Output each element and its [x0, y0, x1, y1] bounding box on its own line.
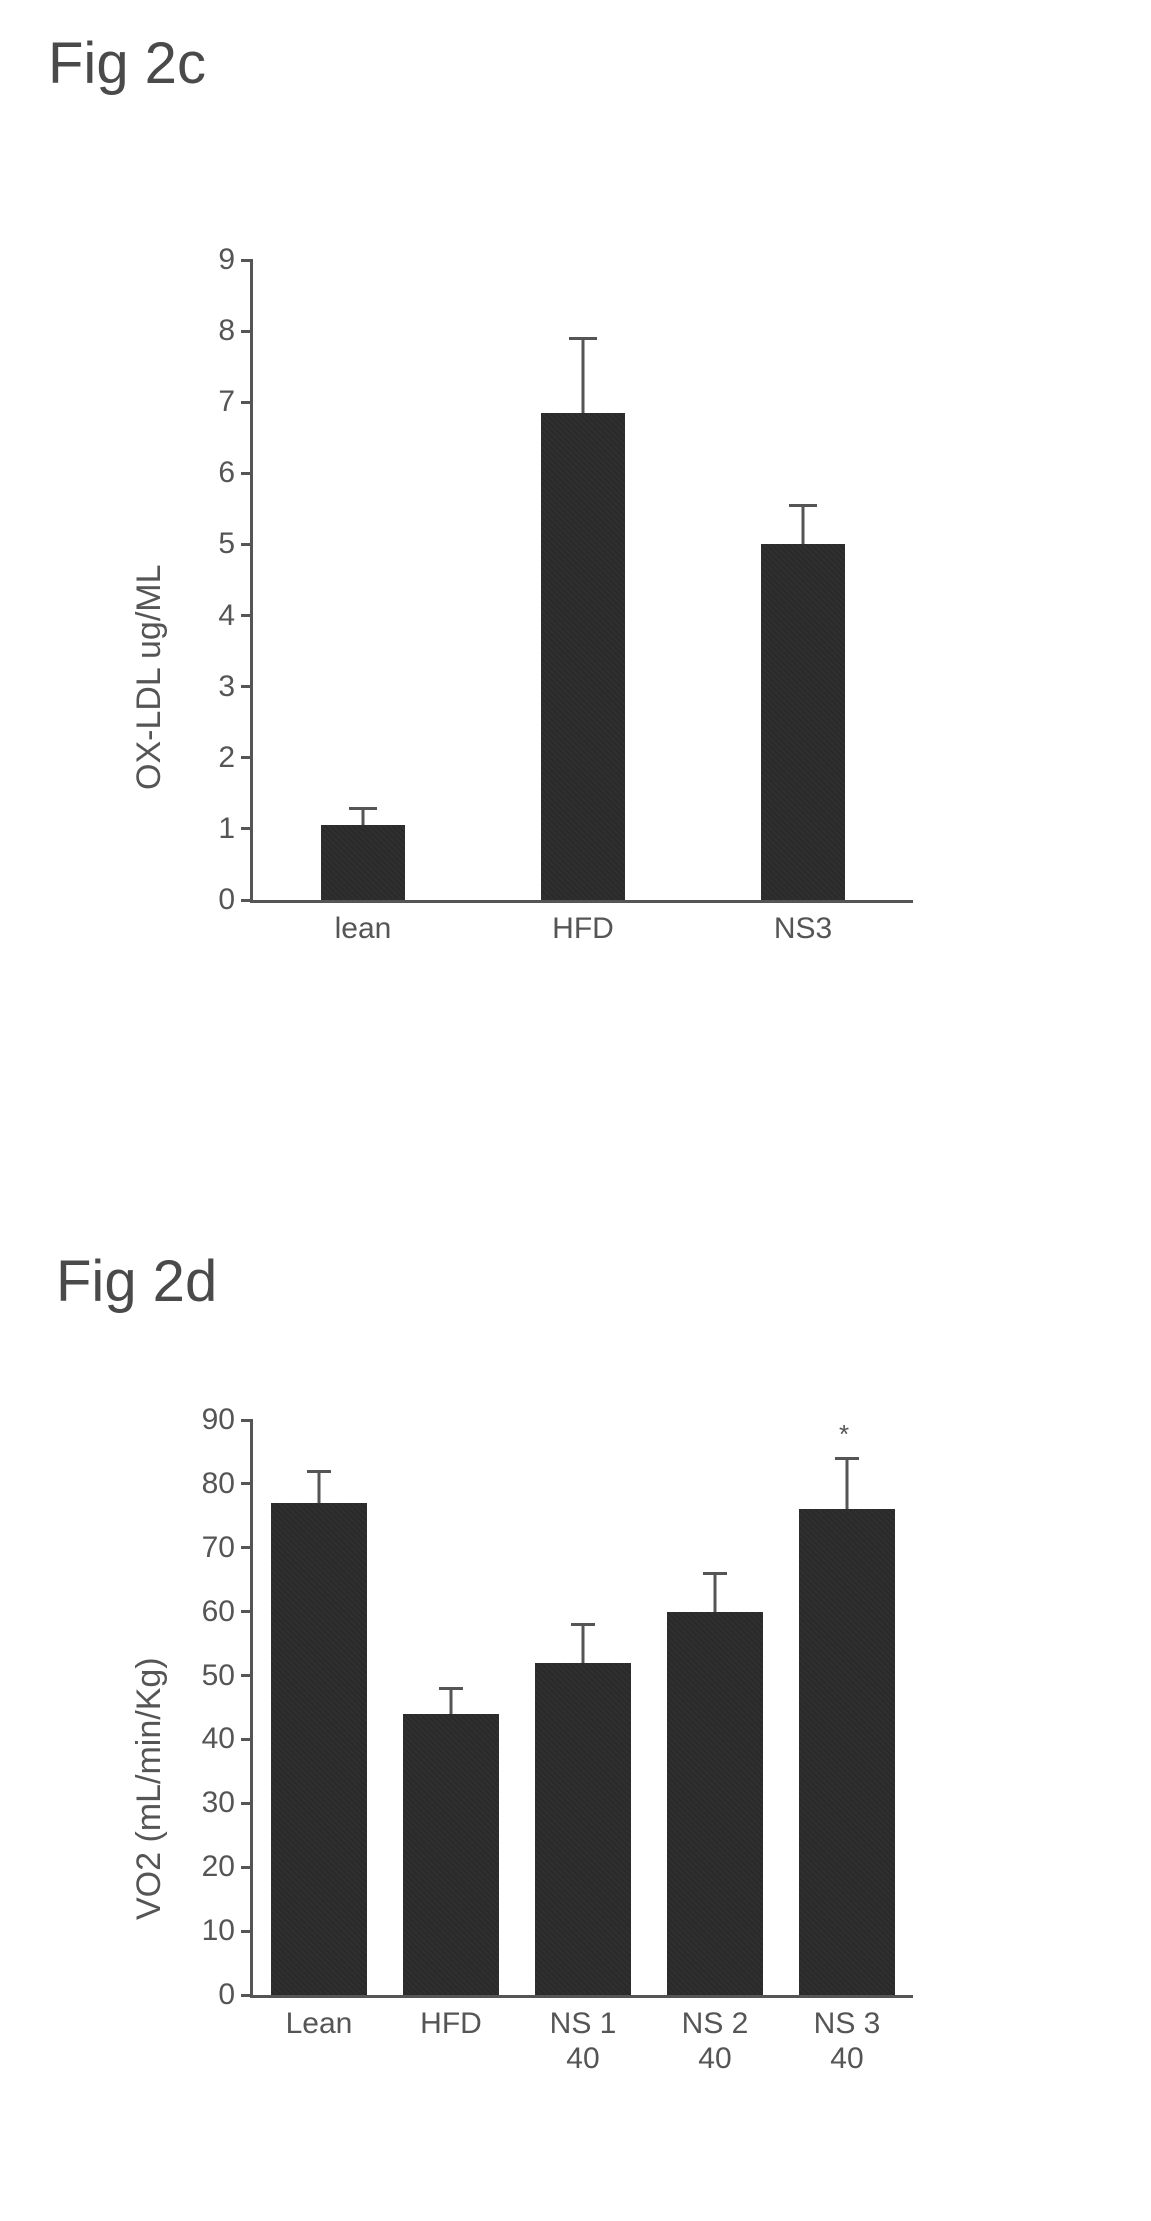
chart-2d: 0102030405060708090LeanHFDNS 140NS 240NS… — [250, 1420, 910, 1995]
x-tick-label-2d: NS 140 — [550, 1995, 617, 2076]
x-tick-label-2d: NS 340 — [814, 1995, 881, 2076]
error-cap-2c — [569, 337, 597, 340]
y-tick-label-2d: 30 — [202, 1786, 253, 1820]
y-axis-label-2d: VO2 (mL/min/Kg) — [130, 1657, 169, 1920]
error-bar-2d — [714, 1573, 717, 1611]
y-tick-label-2c: 9 — [218, 243, 253, 277]
y-tick-label-2d: 80 — [202, 1467, 253, 1501]
figure-label-2c: Fig 2c — [48, 30, 206, 97]
y-axis-label-2c: OX-LDL ug/ML — [130, 565, 169, 791]
bar-2d — [799, 1509, 894, 1995]
error-cap-2d — [439, 1687, 463, 1690]
y-tick-label-2c: 0 — [218, 883, 253, 917]
chart-2c: 0123456789leanHFDNS3 OX-LDL ug/ML — [250, 260, 910, 900]
page: Fig 2c 0123456789leanHFDNS3 OX-LDL ug/ML… — [0, 0, 1151, 2221]
y-tick-label-2d: 70 — [202, 1531, 253, 1565]
error-bar-2c — [802, 505, 805, 544]
y-tick-label-2c: 1 — [218, 812, 253, 846]
error-cap-2d — [703, 1572, 727, 1575]
error-bar-2d — [582, 1624, 585, 1662]
x-tick-label-2c: NS3 — [774, 900, 832, 946]
annotation-2d: * — [839, 1419, 849, 1450]
error-bar-2d — [318, 1471, 321, 1503]
y-tick-label-2c: 2 — [218, 741, 253, 775]
plot-area-2d: 0102030405060708090LeanHFDNS 140NS 240NS… — [250, 1420, 913, 1998]
error-cap-2d — [571, 1623, 595, 1626]
y-tick-label-2d: 40 — [202, 1722, 253, 1756]
bar-2d — [535, 1663, 630, 1995]
y-tick-label-2c: 6 — [218, 456, 253, 490]
x-tick-label-2d: Lean — [286, 1995, 353, 2041]
x-tick-label-2d: NS 240 — [682, 1995, 749, 2076]
error-cap-2c — [349, 807, 377, 810]
error-bar-2c — [582, 338, 585, 413]
bar-2c — [541, 413, 625, 900]
y-tick-label-2d: 0 — [218, 1978, 253, 2012]
y-tick-label-2d: 90 — [202, 1403, 253, 1437]
x-tick-label-2c: lean — [335, 900, 392, 946]
error-bar-2d — [846, 1458, 849, 1509]
y-tick-label-2c: 8 — [218, 314, 253, 348]
bar-2d — [403, 1714, 498, 1995]
error-bar-2d — [450, 1688, 453, 1714]
x-tick-label-2d: HFD — [420, 1995, 482, 2041]
bar-2d — [271, 1503, 366, 1995]
y-tick-label-2d: 10 — [202, 1914, 253, 1948]
figure-label-2d: Fig 2d — [56, 1248, 217, 1315]
bar-2d — [667, 1612, 762, 1995]
y-tick-label-2c: 4 — [218, 599, 253, 633]
y-tick-label-2d: 50 — [202, 1659, 253, 1693]
error-cap-2c — [789, 504, 817, 507]
y-tick-label-2c: 5 — [218, 527, 253, 561]
y-tick-label-2c: 7 — [218, 385, 253, 419]
y-tick-label-2c: 3 — [218, 670, 253, 704]
error-bar-2c — [362, 808, 365, 826]
bar-2c — [321, 825, 405, 900]
y-tick-label-2d: 60 — [202, 1595, 253, 1629]
bar-2c — [761, 544, 845, 900]
error-cap-2d — [835, 1457, 859, 1460]
y-tick-label-2d: 20 — [202, 1850, 253, 1884]
plot-area-2c: 0123456789leanHFDNS3 — [250, 260, 913, 903]
error-cap-2d — [307, 1470, 331, 1473]
x-tick-label-2c: HFD — [552, 900, 614, 946]
